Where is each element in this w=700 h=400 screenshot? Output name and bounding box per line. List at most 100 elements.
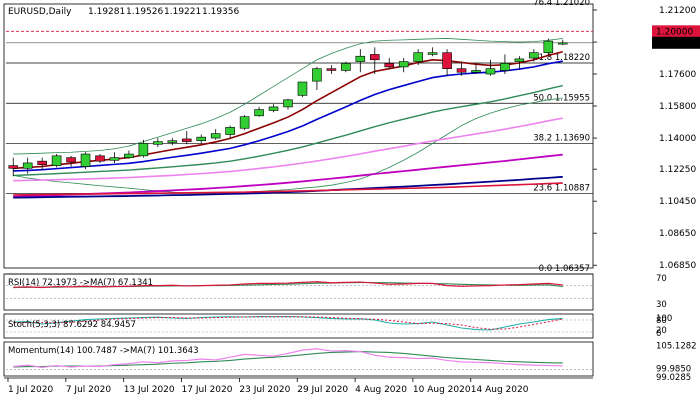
candles xyxy=(8,38,568,177)
bollinger-lower-line xyxy=(13,97,563,194)
y-tick-label: 1.06850 xyxy=(659,261,696,271)
candle-bull xyxy=(124,153,134,158)
candle-bull xyxy=(254,109,264,117)
moving-average-line xyxy=(13,175,563,199)
x-tick-label: 10 Aug 2020 xyxy=(413,385,471,395)
x-tick-label: 29 Jul 2020 xyxy=(297,385,348,395)
fib-label: 38.2 1.13690 xyxy=(533,134,590,144)
fib-label: 61.8 1.18220 xyxy=(533,53,590,63)
candle-bull xyxy=(557,42,568,45)
fib-top-label: 76.4 1.21020 xyxy=(533,0,590,8)
y-tick-label: 1.08650 xyxy=(659,229,696,239)
candle-bear xyxy=(95,155,105,162)
moving-average-line xyxy=(13,117,563,182)
main-panel-frame xyxy=(3,3,594,269)
rsi-lines xyxy=(6,281,593,299)
candle-bull xyxy=(485,68,496,75)
stoch-scale-label: 100 xyxy=(656,314,672,324)
y-tick-label: 1.21200 xyxy=(659,6,696,16)
candle-bull xyxy=(398,61,409,68)
candle-bull xyxy=(109,157,120,161)
candle-bear xyxy=(8,165,19,169)
candle-bear xyxy=(37,160,47,166)
y-tick-label: 1.15800 xyxy=(659,102,696,112)
price-axis: 1.212001.193951.176001.158001.140001.122… xyxy=(593,6,700,271)
x-tick-label: 13 Jul 2020 xyxy=(124,385,175,395)
fib-label: 0.0 1.06357 xyxy=(539,264,590,274)
candle-bull xyxy=(210,133,221,139)
moving-average-line xyxy=(13,182,563,196)
rsi-label: RSI(14) 72.1973 ->MA(7) 67.1341 xyxy=(8,278,153,288)
fib-label: 23.6 1.10887 xyxy=(533,183,590,193)
candle-bull xyxy=(268,106,279,111)
momentum-scale-label: 99.9850 xyxy=(656,364,691,374)
candle-bull xyxy=(239,116,250,129)
moving-average-line xyxy=(13,51,563,170)
candle-bear xyxy=(456,68,467,73)
momentum-label: Momentum(14) 100.7487 ->MA(7) 101.3643 xyxy=(8,346,198,356)
stoch-label: Stoch(5,3,3) 87.6292 84.9457 xyxy=(8,320,136,330)
bollinger-bands xyxy=(13,38,563,194)
price-tag-1-20000-text: 1.20000 xyxy=(656,27,693,37)
stoch-scale-label: 20 xyxy=(656,326,667,336)
candle-bear xyxy=(181,138,192,142)
candle-bear xyxy=(442,52,452,69)
candle-bull xyxy=(283,99,293,108)
ohlc-value: 1.19356 xyxy=(202,7,239,17)
moving-averages xyxy=(13,51,563,199)
candle-bull xyxy=(22,162,33,169)
rsi-scale-label: 30 xyxy=(656,300,667,310)
candle-bear xyxy=(326,68,337,71)
candle-bull xyxy=(167,140,178,143)
rsi-line xyxy=(13,281,563,289)
candle-bull xyxy=(341,63,351,71)
momentum-line xyxy=(13,348,563,369)
momentum-panel-frame xyxy=(3,341,594,377)
stoch-panel: Stoch(5,3,3) 87.6292 84.9457 xyxy=(3,313,594,339)
x-tick-label: 17 Jul 2020 xyxy=(182,385,233,395)
candle-bull xyxy=(225,127,235,135)
price-tag-current xyxy=(652,36,700,49)
momentum-scale-label: 99.0285 xyxy=(656,373,691,383)
ohlc-value: 1.19526 xyxy=(126,7,163,17)
stoch-scale-label: 80 xyxy=(656,316,667,326)
price-tag-current-text: 1.19356 xyxy=(656,39,693,49)
momentum-lines xyxy=(6,348,593,370)
y-tick-label: 1.14000 xyxy=(659,134,696,144)
x-tick-label: 1 Jul 2020 xyxy=(8,385,53,395)
chart-title: EURUSD,Daily xyxy=(8,7,72,17)
rsi-panel-frame xyxy=(3,273,594,311)
price-tag-1-20000 xyxy=(652,25,700,38)
candle-bull xyxy=(529,52,539,59)
momentum-scale-label: 105.1282 xyxy=(656,341,697,351)
ohlc-readout: 1.19281 1.19526 1.19221 1.19356 xyxy=(88,7,239,17)
x-tick-label: 14 Aug 2020 xyxy=(471,385,529,395)
x-tick-label: 4 Aug 2020 xyxy=(355,385,407,395)
candle-bull xyxy=(514,58,525,62)
candle-bear xyxy=(384,63,395,68)
candle-bull xyxy=(543,40,554,53)
bollinger-upper-line xyxy=(13,38,563,155)
date-axis: 1 Jul 2020 7 Jul 2020 13 Jul 2020 17 Jul 20… xyxy=(4,377,593,395)
candle-bull xyxy=(355,55,366,62)
candle-bull xyxy=(80,153,91,167)
y-tick-label: 1.17600 xyxy=(659,70,696,80)
candle-bull xyxy=(500,63,510,71)
candle-bull xyxy=(471,70,481,73)
x-tick-label: 7 Jul 2020 xyxy=(66,385,111,395)
y-tick-label: 1.12250 xyxy=(659,165,696,175)
momentum-panel: Momentum(14) 100.7487 ->MA(7) 101.3643 xyxy=(3,341,594,377)
candle-bull xyxy=(138,143,149,157)
stoch-panel-frame xyxy=(3,313,594,339)
candle-bull xyxy=(196,136,207,142)
candle-bull xyxy=(51,155,62,166)
stoch-k-line xyxy=(13,316,563,331)
ohlc-value: 1.19221 xyxy=(164,7,201,17)
candle-bull xyxy=(297,81,308,96)
rsi-panel: RSI(14) 72.1973 ->MA(7) 67.1341 xyxy=(3,273,594,311)
candle-bull xyxy=(413,52,423,62)
